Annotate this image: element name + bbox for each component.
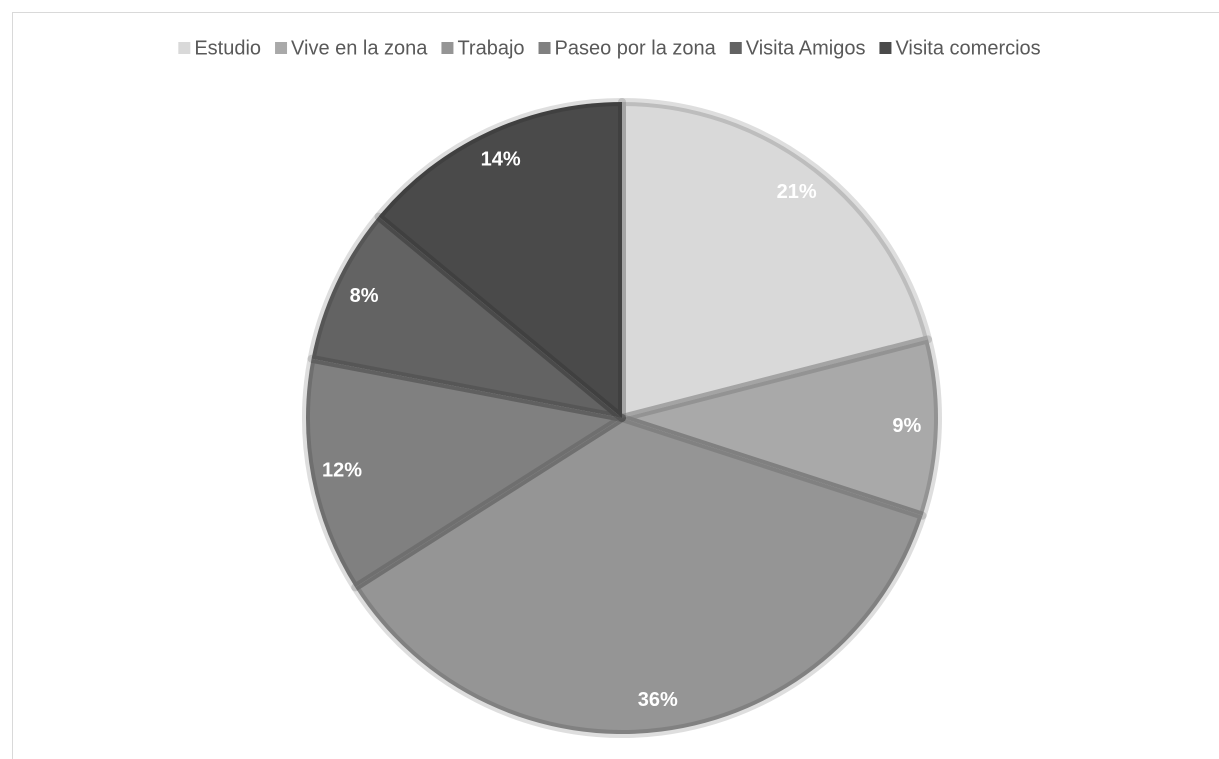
slice bbox=[618, 335, 942, 520]
legend-swatch bbox=[275, 42, 288, 54]
chart-frame bbox=[12, 12, 1219, 759]
data-label: 12% bbox=[322, 460, 362, 482]
slice bbox=[618, 98, 933, 422]
data-label: 21% bbox=[777, 181, 817, 203]
legend-swatch bbox=[729, 42, 742, 54]
data-labels: 21% 9% 36% 12% 8% 14% bbox=[322, 148, 921, 711]
legend-swatch bbox=[178, 42, 191, 54]
legend-label: Visita Amigos bbox=[746, 37, 866, 59]
legend-label: Estudio bbox=[194, 37, 261, 59]
pie bbox=[302, 98, 942, 738]
legend-label: Paseo por la zona bbox=[555, 37, 717, 59]
legend: Estudio Vive en la zona Trabajo Paseo por l… bbox=[178, 37, 1041, 59]
legend-swatch bbox=[879, 42, 892, 54]
data-label: 36% bbox=[638, 689, 678, 711]
legend-label: Vive en la zona bbox=[291, 37, 428, 59]
legend-swatch bbox=[538, 42, 551, 54]
data-label: 8% bbox=[350, 285, 379, 307]
legend-label: Visita comercios bbox=[895, 37, 1040, 59]
slice bbox=[307, 212, 626, 422]
legend-swatch bbox=[441, 42, 454, 54]
slice bbox=[302, 354, 626, 592]
data-label: 14% bbox=[481, 148, 521, 170]
data-label: 9% bbox=[892, 415, 921, 437]
legend-label: Trabajo bbox=[457, 37, 524, 59]
slice bbox=[351, 414, 927, 738]
slice bbox=[374, 98, 626, 422]
